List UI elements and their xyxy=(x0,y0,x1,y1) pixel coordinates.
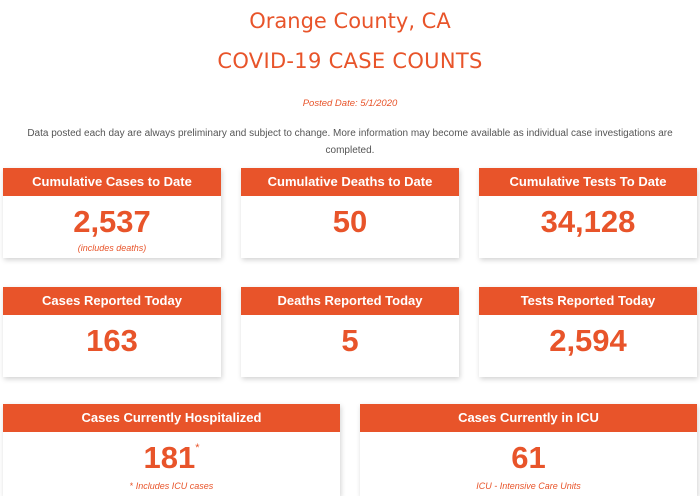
card-cumulative-deaths-value: 50 xyxy=(332,204,368,239)
card-hospitalized-note-marker: * xyxy=(129,481,134,491)
card-icu: Cases Currently in ICU 61 ICU - Intensiv… xyxy=(360,404,697,496)
card-cumulative-cases-value: 2,537 xyxy=(73,204,151,239)
card-hospitalized-label: Cases Currently Hospitalized xyxy=(3,404,340,432)
page-title: COVID-19 CASE COUNTS xyxy=(217,49,483,73)
card-cumulative-tests-value: 34,128 xyxy=(540,204,636,239)
card-hospitalized-value-wrap: 181* xyxy=(3,440,340,476)
card-cumulative-deaths: Cumulative Deaths to Date 50 xyxy=(241,168,459,258)
card-hospitalized-note: Includes ICU cases xyxy=(135,481,214,491)
card-hospitalized: Cases Currently Hospitalized 181* * Incl… xyxy=(3,404,340,496)
card-cumulative-tests: Cumulative Tests To Date 34,128 xyxy=(479,168,697,258)
disclaimer-text: Data posted each day are always prelimin… xyxy=(27,128,673,156)
card-tests-today-label: Tests Reported Today xyxy=(479,287,697,315)
card-cases-today-label: Cases Reported Today xyxy=(3,287,221,315)
county-title: Orange County, CA xyxy=(249,9,451,33)
card-cumulative-tests-label: Cumulative Tests To Date xyxy=(479,168,697,196)
card-cumulative-cases: Cumulative Cases to Date 2,537 (includes… xyxy=(3,168,221,258)
card-icu-value: 61 xyxy=(511,440,546,475)
card-icu-note: ICU - Intensive Care Units xyxy=(476,481,581,491)
card-cumulative-deaths-label: Cumulative Deaths to Date xyxy=(241,168,459,196)
card-deaths-today: Deaths Reported Today 5 xyxy=(241,287,459,377)
posted-date: Posted Date: 5/1/2020 xyxy=(302,98,398,109)
card-tests-today: Tests Reported Today 2,594 xyxy=(479,287,697,377)
card-tests-today-value: 2,594 xyxy=(549,323,627,358)
card-cumulative-cases-note: (includes deaths) xyxy=(77,243,147,253)
card-deaths-today-value: 5 xyxy=(341,323,359,358)
card-hospitalized-note-wrap: * Includes ICU cases xyxy=(3,481,340,491)
card-cumulative-cases-label: Cumulative Cases to Date xyxy=(3,168,221,196)
card-hospitalized-marker: * xyxy=(195,442,200,454)
card-cases-today: Cases Reported Today 163 xyxy=(3,287,221,377)
card-deaths-today-label: Deaths Reported Today xyxy=(241,287,459,315)
card-hospitalized-value: 181 xyxy=(143,440,196,475)
card-cases-today-value: 163 xyxy=(86,323,138,358)
card-icu-label: Cases Currently in ICU xyxy=(360,404,697,432)
